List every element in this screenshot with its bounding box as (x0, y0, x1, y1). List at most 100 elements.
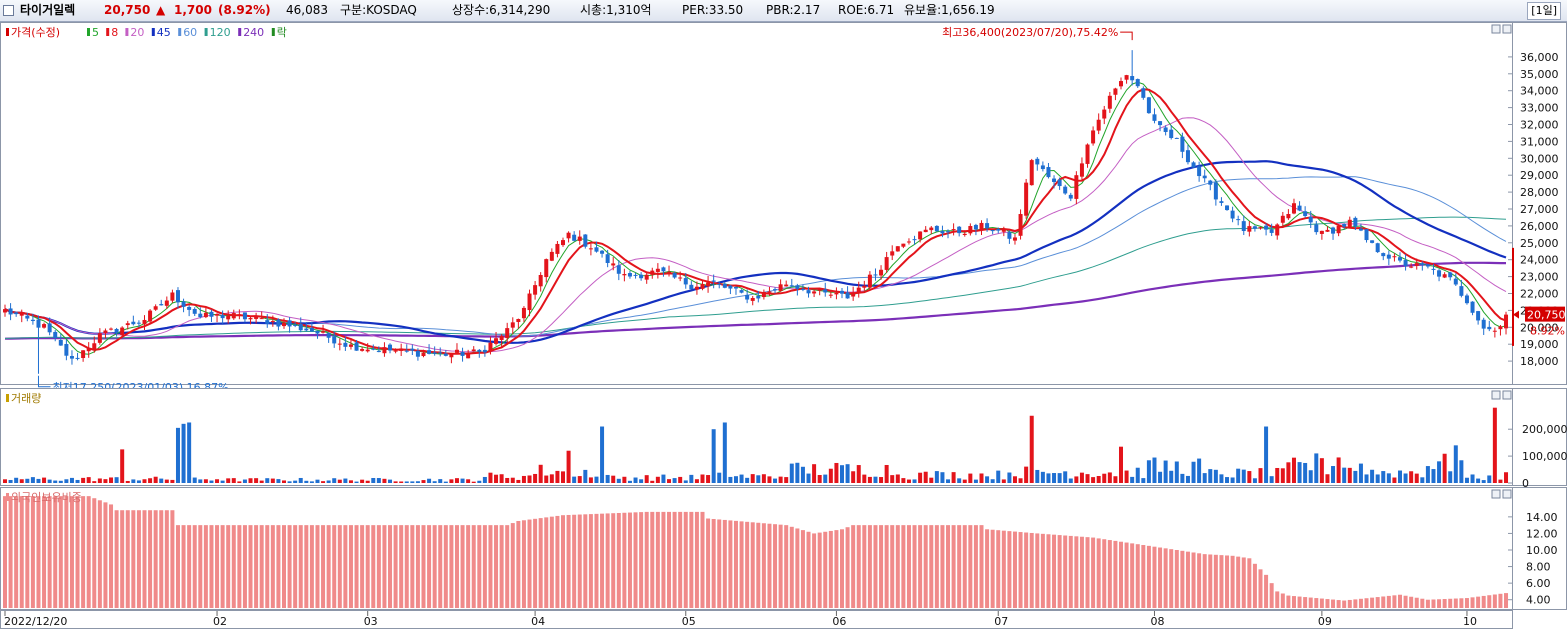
foreign-bar (237, 525, 242, 608)
candle (103, 330, 108, 334)
foreign-bar (471, 525, 476, 608)
volume-bar (929, 477, 934, 483)
volume-bar (1012, 476, 1017, 483)
volume-bar (1347, 467, 1352, 483)
candle (901, 243, 906, 247)
foreign-bar (315, 525, 320, 608)
volume-bar (360, 479, 365, 483)
candle (555, 243, 560, 254)
price-change-pct: (8.92%) (218, 3, 271, 17)
legend-swatch (151, 28, 155, 36)
candle (700, 283, 705, 289)
foreign-bar (1018, 532, 1023, 608)
volume-bar (1219, 474, 1224, 483)
foreign-bar (812, 533, 817, 608)
candle (1035, 158, 1040, 165)
volume-bar (1325, 474, 1330, 483)
foreign-bar (86, 496, 91, 608)
volume-bar (1392, 477, 1397, 483)
foreign-bar (97, 500, 102, 608)
volume-bar (566, 450, 571, 483)
candle (270, 321, 275, 323)
candle (1319, 230, 1324, 234)
volume-bar (388, 479, 393, 483)
foreign-bar (884, 525, 889, 608)
x-tick-label: 10 (1463, 615, 1477, 628)
volume-bar (332, 478, 337, 483)
candle (203, 312, 208, 318)
foreign-legend: 외국인보유비중 (11, 491, 82, 504)
foreign-bar (655, 511, 660, 608)
volume-bar (36, 478, 41, 483)
candle (918, 231, 923, 240)
candle (1024, 182, 1029, 216)
volume-bar (304, 480, 309, 483)
candle (1280, 215, 1285, 223)
x-tick-label: 09 (1318, 615, 1332, 628)
foreign-bar (627, 512, 632, 608)
candle (482, 349, 487, 353)
foreign-bar (393, 525, 398, 608)
foreign-bar (293, 525, 298, 608)
candle (1046, 167, 1051, 178)
candle (142, 319, 147, 325)
volume-bar (879, 477, 884, 483)
foreign-bar (1364, 598, 1369, 608)
foreign-bar (131, 510, 136, 608)
listed-shares: 상장수:6,314,290 (452, 3, 551, 17)
foreign-bar (583, 514, 588, 608)
volume-bar (1375, 474, 1380, 483)
volume-bar (1319, 458, 1324, 483)
candle (1124, 75, 1129, 80)
candle (1063, 186, 1068, 194)
foreign-bar (650, 511, 655, 608)
volume-bar (756, 475, 761, 483)
volume-bar (895, 474, 900, 483)
foreign-bar (1375, 597, 1380, 608)
candle (259, 318, 264, 320)
foreign-bar (1319, 598, 1324, 608)
volume-bar (410, 481, 415, 483)
volume-bar (979, 473, 984, 483)
volume-bar (321, 481, 326, 483)
volume-bar (1202, 473, 1207, 483)
volume-bar (371, 477, 376, 483)
foreign-bar (53, 496, 58, 608)
foreign-bar (773, 524, 778, 608)
foreign-bar (1107, 540, 1112, 608)
volume-bar (114, 477, 119, 483)
volume-panel-axis (1512, 388, 1567, 486)
foreign-bar (800, 530, 805, 608)
foreign-bar (181, 525, 186, 608)
volume-bar (125, 480, 130, 483)
candle (1018, 214, 1023, 236)
candle (544, 259, 549, 278)
volume-bar (611, 475, 616, 483)
volume-bar (789, 463, 794, 483)
candle (906, 241, 911, 243)
volume-bar (148, 478, 153, 483)
candle (477, 349, 482, 352)
volume-bar (521, 475, 526, 483)
candle (192, 308, 197, 314)
candle (415, 350, 420, 357)
stock-name: 타이거일렉 (20, 3, 76, 17)
volume-bar (583, 469, 588, 483)
foreign-bar (1291, 596, 1296, 608)
foreign-bar (1102, 539, 1107, 608)
candle (767, 291, 772, 293)
foreign-bar (226, 525, 231, 608)
volume-bar (1464, 477, 1469, 483)
candle (388, 344, 393, 351)
stock-chart[interactable]: 가격(수정) 5 8 20 45 60 120 240 락18,00019,00020,0002… (0, 22, 1567, 630)
volume-bar (175, 427, 180, 483)
timeframe-selector[interactable]: [1일] (1527, 2, 1561, 20)
foreign-bar (153, 510, 158, 608)
foreign-bar (1202, 554, 1207, 608)
candle (1347, 219, 1352, 228)
volume-bar (220, 480, 225, 483)
volume-bar (1498, 479, 1503, 483)
select-checkbox[interactable] (3, 5, 14, 16)
volume-bar (1258, 468, 1263, 483)
volume-bar (761, 474, 766, 483)
